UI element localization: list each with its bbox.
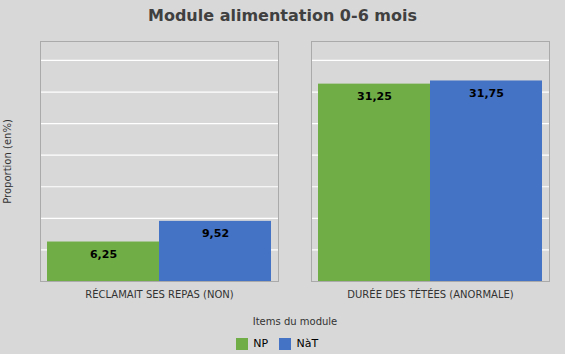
svg-text:9,52: 9,52 — [202, 227, 229, 240]
svg-text:DURÉE DES TÉTÉES (ANORMALE): DURÉE DES TÉTÉES (ANORMALE) — [347, 288, 513, 300]
svg-text:31,25: 31,25 — [357, 90, 392, 103]
svg-text:Proportion (en%): Proportion (en%) — [2, 119, 13, 204]
svg-text:RÉCLAMAIT SES REPAS (NON): RÉCLAMAIT SES REPAS (NON) — [85, 288, 234, 300]
html-text:NàT: NàT — [296, 337, 319, 350]
html-text:Module alimentation 0-6 mois: Module alimentation 0-6 mois — [148, 6, 417, 25]
svg-text:6,25: 6,25 — [90, 248, 117, 261]
svg-text:31,75: 31,75 — [469, 86, 504, 99]
svg-text:Items du module: Items du module — [253, 316, 338, 327]
html-text:NP: NP — [253, 337, 269, 350]
